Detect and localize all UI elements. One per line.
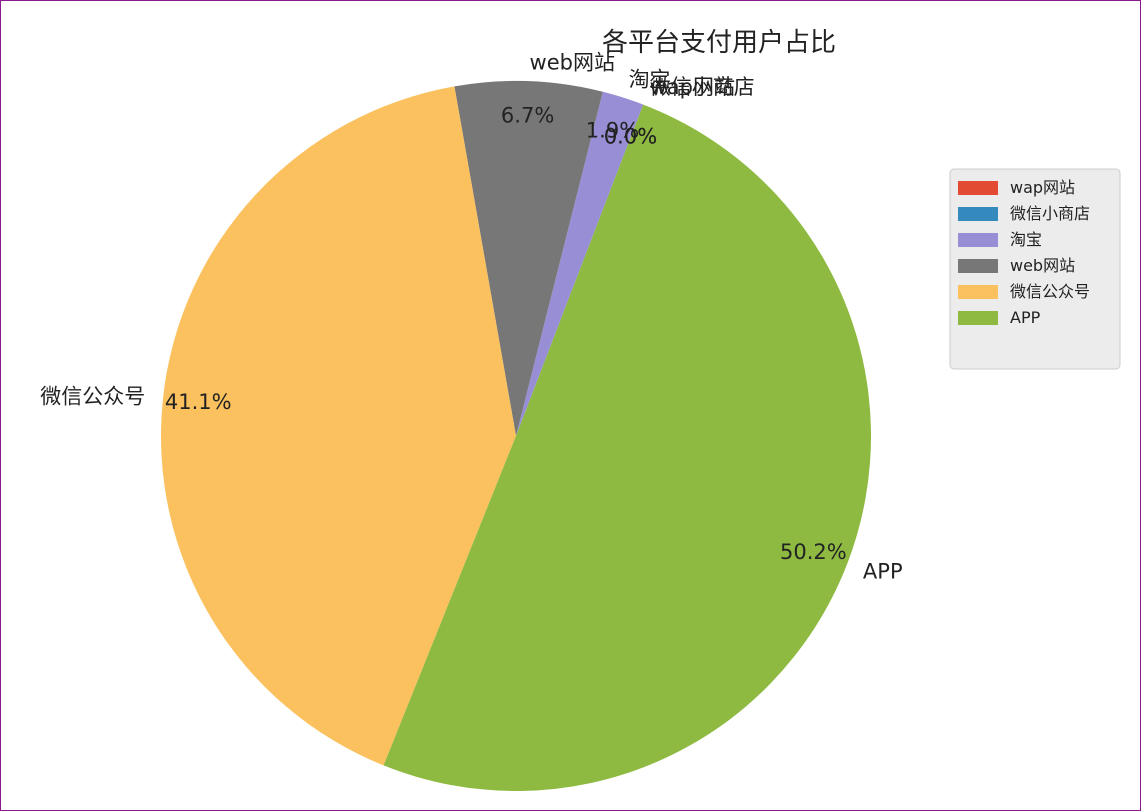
- legend-swatch-3: [958, 259, 998, 273]
- slice-3-percent: 6.7%: [501, 104, 554, 128]
- slice-2-percent: 1.9%: [586, 118, 639, 142]
- pie-slices: [161, 81, 872, 792]
- slice-4: [161, 86, 516, 766]
- slice-2-label: 淘宝: [629, 68, 671, 92]
- legend-label-2: 淘宝: [1010, 230, 1042, 249]
- slice-0-label: wap网站: [650, 75, 735, 99]
- legend-swatch-1: [958, 207, 998, 221]
- slice-5-label: APP: [863, 559, 903, 583]
- slice-1-label: 微信小商店: [650, 75, 755, 99]
- legend-label-4: 微信公众号: [1010, 282, 1090, 301]
- legend-label-5: APP: [1010, 308, 1041, 327]
- slice-1-percent: 0.0%: [604, 125, 657, 149]
- legend-label-0: wap网站: [1010, 178, 1075, 197]
- slice-3: [454, 81, 603, 437]
- legend-label-3: web网站: [1010, 256, 1075, 275]
- legend-swatch-0: [958, 181, 998, 195]
- slice-5: [383, 104, 872, 792]
- legend-swatch-4: [958, 285, 998, 299]
- legend-swatch-5: [958, 311, 998, 325]
- slice-5-percent: 50.2%: [780, 540, 847, 564]
- slice-3-label: web网站: [530, 50, 615, 74]
- slice-0-percent: 0.0%: [604, 125, 657, 149]
- chart-title: 各平台支付用户占比: [602, 28, 836, 58]
- slice-4-percent: 41.1%: [165, 390, 232, 414]
- slice-4-label: 微信公众号: [40, 384, 145, 408]
- slice-2: [516, 91, 644, 436]
- legend-label-1: 微信小商店: [1010, 204, 1090, 223]
- legend-swatch-2: [958, 233, 998, 247]
